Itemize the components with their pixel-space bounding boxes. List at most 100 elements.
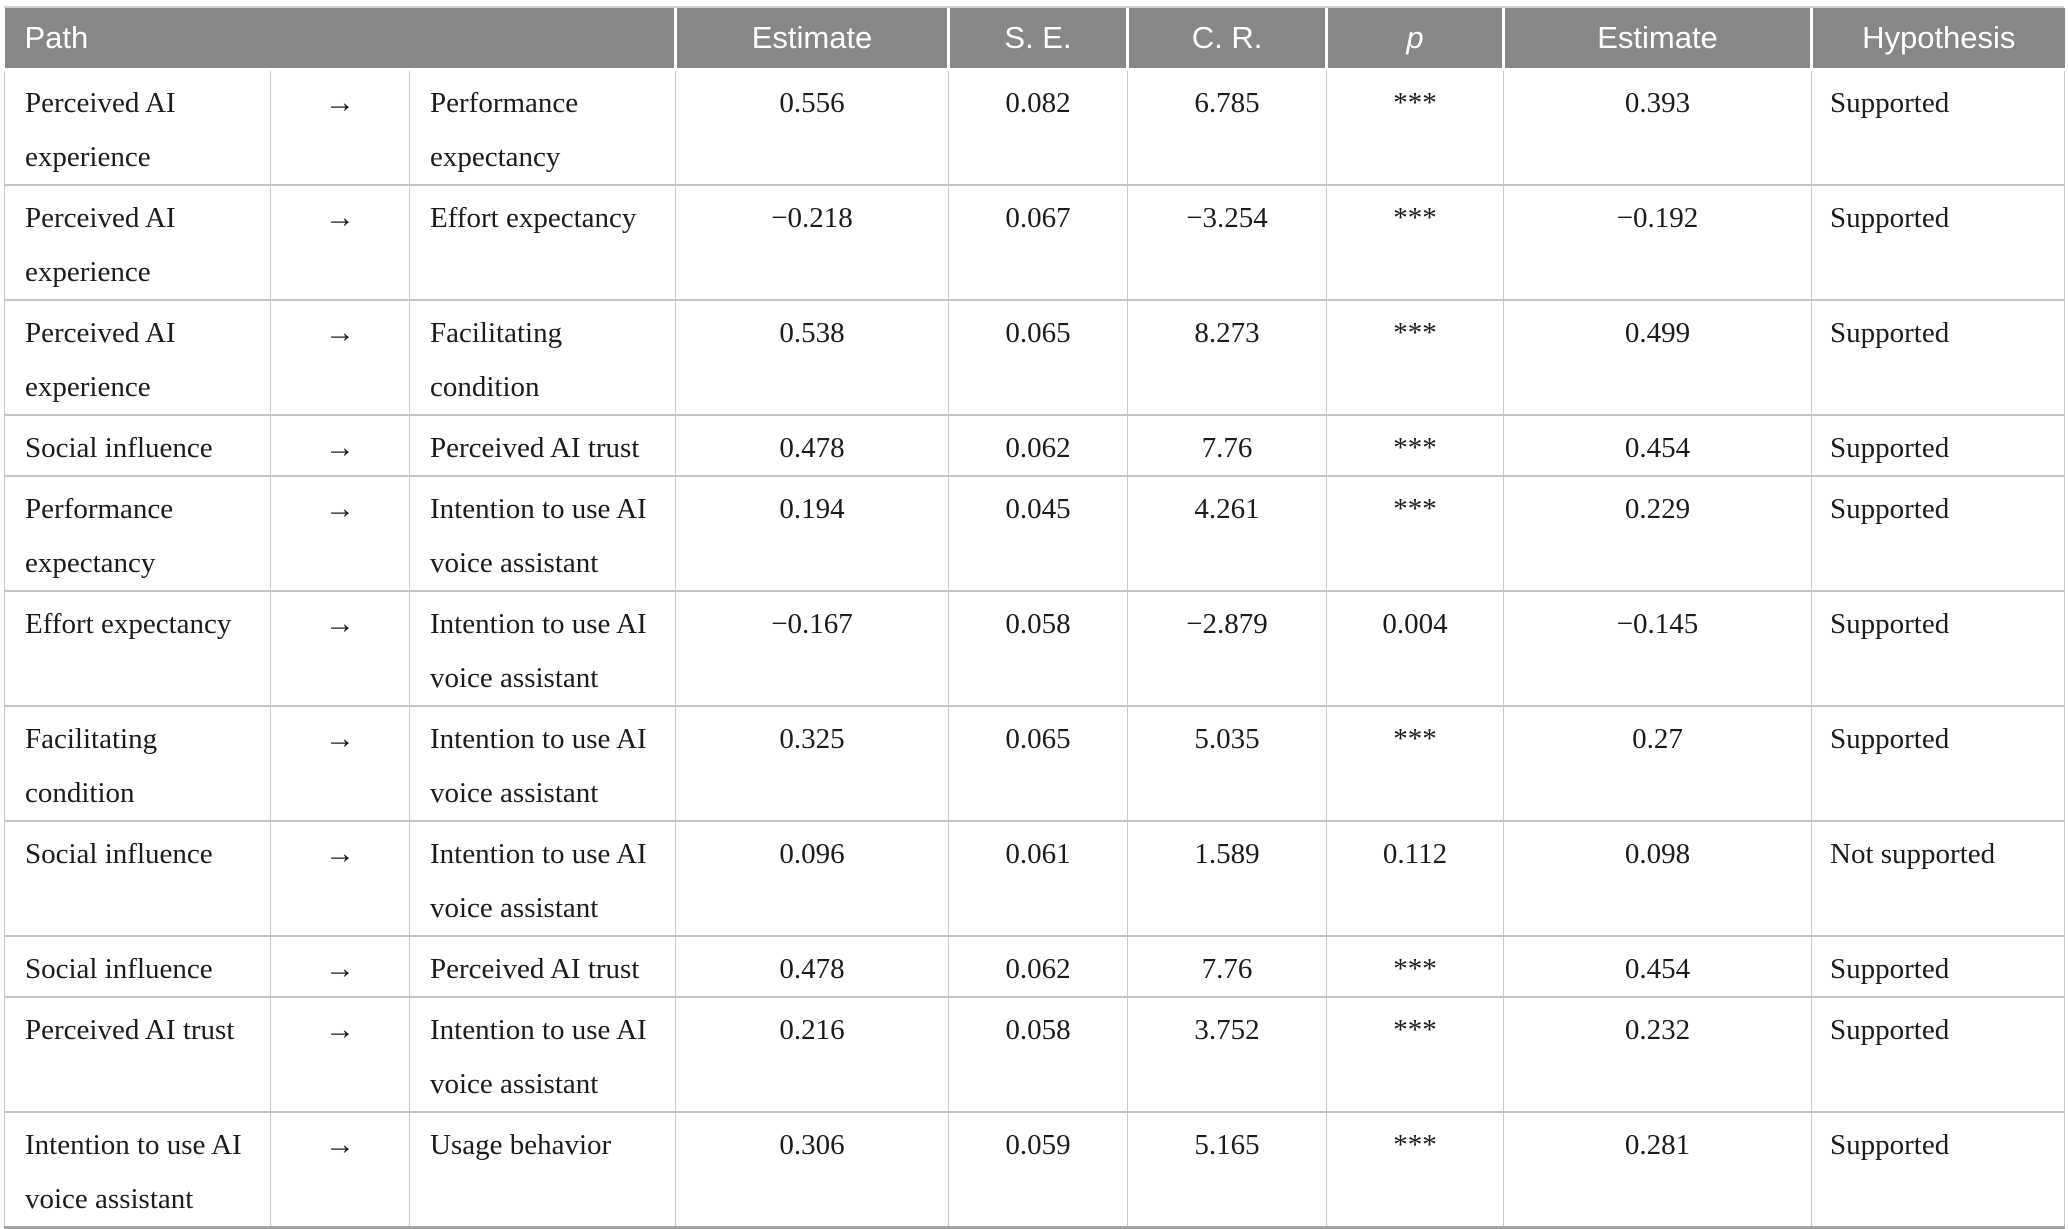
p-value-cell: 0.112	[1326, 820, 1505, 937]
cr-cell: −3.254	[1127, 184, 1328, 301]
std-estimate-cell: −0.192	[1503, 184, 1813, 301]
estimate-cell: −0.218	[675, 184, 950, 301]
cr-cell: 5.035	[1127, 705, 1328, 822]
path-to-cell: Intention to use AI voice assistant	[408, 475, 677, 592]
se-cell: 0.062	[948, 414, 1129, 477]
estimate-cell: 0.216	[675, 996, 950, 1113]
path-from-cell: Intention to use AI voice assistant	[4, 1111, 271, 1229]
path-from-cell: Perceived AI experience	[4, 69, 271, 186]
p-value-cell: ***	[1326, 299, 1505, 416]
p-value-cell: ***	[1326, 184, 1505, 301]
se-cell: 0.059	[948, 1111, 1129, 1229]
path-from-cell: Perceived AI trust	[4, 996, 271, 1113]
table-header-row: Path Estimate S. E. C. R. p Estimate Hyp…	[4, 8, 2065, 71]
estimate-cell: 0.538	[675, 299, 950, 416]
table-row: Social influence → Intention to use AI v…	[4, 820, 2066, 937]
col-header-hypothesis: Hypothesis	[1810, 8, 2065, 71]
right-arrow-icon: →	[270, 820, 410, 937]
col-header-cr: C. R.	[1126, 8, 1327, 71]
cr-cell: 5.165	[1127, 1111, 1328, 1229]
estimate-cell: 0.478	[675, 414, 950, 477]
std-estimate-cell: −0.145	[1503, 590, 1813, 707]
hypothesis-cell: Supported	[1811, 996, 2066, 1113]
col-header-se: S. E.	[947, 8, 1128, 71]
std-estimate-cell: 0.281	[1503, 1111, 1813, 1229]
p-value-cell: ***	[1326, 1111, 1505, 1229]
std-estimate-cell: 0.27	[1503, 705, 1813, 822]
table-row: Effort expectancy → Intention to use AI …	[4, 590, 2066, 707]
table-row: Perceived AI experience → Facilitating c…	[4, 299, 2066, 416]
path-from-cell: Perceived AI experience	[4, 299, 271, 416]
cr-cell: 1.589	[1127, 820, 1328, 937]
hypothesis-cell: Not supported	[1811, 820, 2066, 937]
hypothesis-cell: Supported	[1811, 475, 2066, 592]
table-row: Perceived AI experience → Effort expecta…	[4, 184, 2066, 301]
se-cell: 0.082	[948, 69, 1129, 186]
hypothesis-cell: Supported	[1811, 414, 2066, 477]
path-from-cell: Facilitating condition	[4, 705, 271, 822]
right-arrow-icon: →	[270, 414, 410, 477]
table-row: Performance expectancy → Intention to us…	[4, 475, 2066, 592]
p-value-cell: ***	[1326, 69, 1505, 186]
hypothesis-cell: Supported	[1811, 590, 2066, 707]
cr-cell: 6.785	[1127, 69, 1328, 186]
hypothesis-cell: Supported	[1811, 705, 2066, 822]
path-from-cell: Social influence	[4, 935, 271, 998]
hypothesis-cell: Supported	[1811, 69, 2066, 186]
path-to-cell: Facilitating condition	[408, 299, 677, 416]
cr-cell: 7.76	[1127, 935, 1328, 998]
hypothesis-cell: Supported	[1811, 184, 2066, 301]
table-row: Intention to use AI voice assistant → Us…	[4, 1111, 2066, 1229]
col-header-estimate: Estimate	[674, 8, 949, 71]
cr-cell: −2.879	[1127, 590, 1328, 707]
se-cell: 0.067	[948, 184, 1129, 301]
p-value-cell: ***	[1326, 475, 1505, 592]
p-value-cell: ***	[1326, 935, 1505, 998]
path-to-cell: Perceived AI trust	[408, 414, 677, 477]
se-cell: 0.058	[948, 996, 1129, 1113]
path-to-cell: Usage behavior	[408, 1111, 677, 1229]
estimate-cell: 0.478	[675, 935, 950, 998]
path-to-cell: Perceived AI trust	[408, 935, 677, 998]
cr-cell: 3.752	[1127, 996, 1328, 1113]
std-estimate-cell: 0.454	[1503, 935, 1813, 998]
std-estimate-cell: 0.229	[1503, 475, 1813, 592]
se-cell: 0.065	[948, 299, 1129, 416]
path-from-cell: Social influence	[4, 820, 271, 937]
right-arrow-icon: →	[270, 590, 410, 707]
std-estimate-cell: 0.499	[1503, 299, 1813, 416]
right-arrow-icon: →	[270, 705, 410, 822]
path-to-cell: Effort expectancy	[408, 184, 677, 301]
std-estimate-cell: 0.098	[1503, 820, 1813, 937]
se-cell: 0.065	[948, 705, 1129, 822]
table-row: Perceived AI experience → Performance ex…	[4, 69, 2066, 186]
table-row: Facilitating condition → Intention to us…	[4, 705, 2066, 822]
path-to-cell: Intention to use AI voice assistant	[408, 590, 677, 707]
estimate-cell: 0.096	[675, 820, 950, 937]
path-from-cell: Performance expectancy	[4, 475, 271, 592]
std-estimate-cell: 0.393	[1503, 69, 1813, 186]
cr-cell: 7.76	[1127, 414, 1328, 477]
hypothesis-cell: Supported	[1811, 299, 2066, 416]
estimate-cell: −0.167	[675, 590, 950, 707]
col-header-std-estimate: Estimate	[1502, 8, 1812, 71]
p-value-cell: ***	[1326, 414, 1505, 477]
hypothesis-cell: Supported	[1811, 935, 2066, 998]
se-cell: 0.061	[948, 820, 1129, 937]
path-analysis-table: Path Estimate S. E. C. R. p Estimate Hyp…	[4, 8, 2066, 1229]
right-arrow-icon: →	[270, 69, 410, 186]
right-arrow-icon: →	[270, 475, 410, 592]
col-header-path: Path	[4, 8, 676, 71]
path-to-cell: Intention to use AI voice assistant	[408, 820, 677, 937]
path-analysis-table-container: Path Estimate S. E. C. R. p Estimate Hyp…	[4, 6, 2066, 1229]
path-from-cell: Social influence	[4, 414, 271, 477]
cr-cell: 4.261	[1127, 475, 1328, 592]
right-arrow-icon: →	[270, 299, 410, 416]
path-to-cell: Performance expectancy	[408, 69, 677, 186]
col-header-p: p	[1325, 8, 1504, 71]
estimate-cell: 0.194	[675, 475, 950, 592]
right-arrow-icon: →	[270, 935, 410, 998]
table-row: Perceived AI trust → Intention to use AI…	[4, 996, 2066, 1113]
right-arrow-icon: →	[270, 1111, 410, 1229]
table-row: Social influence → Perceived AI trust 0.…	[4, 414, 2066, 477]
